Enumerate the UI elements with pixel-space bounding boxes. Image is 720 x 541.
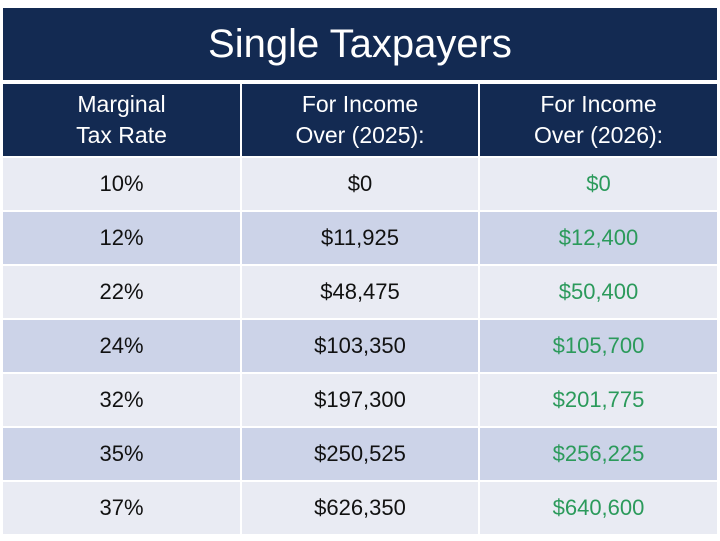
income-2025-cell: $250,525 xyxy=(240,426,480,481)
header-2026-line2: Over (2026): xyxy=(533,122,664,148)
header-2025: For Income Over (2025): xyxy=(240,84,480,157)
table-row: 10% $0 $0 xyxy=(3,156,717,211)
income-2026-cell: $256,225 xyxy=(478,426,717,481)
header-rate: Marginal Tax Rate xyxy=(3,84,242,157)
income-2026-cell: $50,400 xyxy=(478,264,717,319)
rate-cell: 24% xyxy=(3,318,242,373)
table-row: 35% $250,525 $256,225 xyxy=(3,426,717,481)
income-2026-cell: $0 xyxy=(478,156,717,211)
table-title: Single Taxpayers xyxy=(3,8,717,80)
rate-cell: 12% xyxy=(3,210,242,265)
header-rate-line1: Marginal xyxy=(77,91,166,117)
header-row: Marginal Tax Rate For Income Over (2025): … xyxy=(3,84,717,157)
table-row: 22% $48,475 $50,400 xyxy=(3,264,717,319)
header-2026-line1: For Income xyxy=(540,91,657,117)
table-row: 24% $103,350 $105,700 xyxy=(3,318,717,373)
table-row: 37% $626,350 $640,600 xyxy=(3,480,717,534)
rate-cell: 37% xyxy=(3,480,242,534)
income-2026-cell: $201,775 xyxy=(478,372,717,427)
table-row: 32% $197,300 $201,775 xyxy=(3,372,717,427)
income-2026-cell: $640,600 xyxy=(478,480,717,534)
income-2026-cell: $12,400 xyxy=(478,210,717,265)
header-2025-line2: Over (2025): xyxy=(295,122,425,148)
table-row: 12% $11,925 $12,400 xyxy=(3,210,717,265)
income-2025-cell: $48,475 xyxy=(240,264,480,319)
income-2026-cell: $105,700 xyxy=(478,318,717,373)
rate-cell: 35% xyxy=(3,426,242,481)
income-2025-cell: $197,300 xyxy=(240,372,480,427)
income-2025-cell: $11,925 xyxy=(240,210,480,265)
income-2025-cell: $626,350 xyxy=(240,480,480,534)
income-2025-cell: $0 xyxy=(240,156,480,211)
header-2026: For Income Over (2026): xyxy=(478,84,717,157)
rate-cell: 22% xyxy=(3,264,242,319)
income-2025-cell: $103,350 xyxy=(240,318,480,373)
tax-bracket-table-container: Single Taxpayers Marginal Tax Rate For In… xyxy=(3,8,717,534)
header-2025-line1: For Income xyxy=(301,91,419,117)
rate-cell: 32% xyxy=(3,372,242,427)
tax-bracket-table: Marginal Tax Rate For Income Over (2025): … xyxy=(3,84,717,534)
rate-cell: 10% xyxy=(3,156,242,211)
header-rate-line2: Tax Rate xyxy=(76,122,167,148)
